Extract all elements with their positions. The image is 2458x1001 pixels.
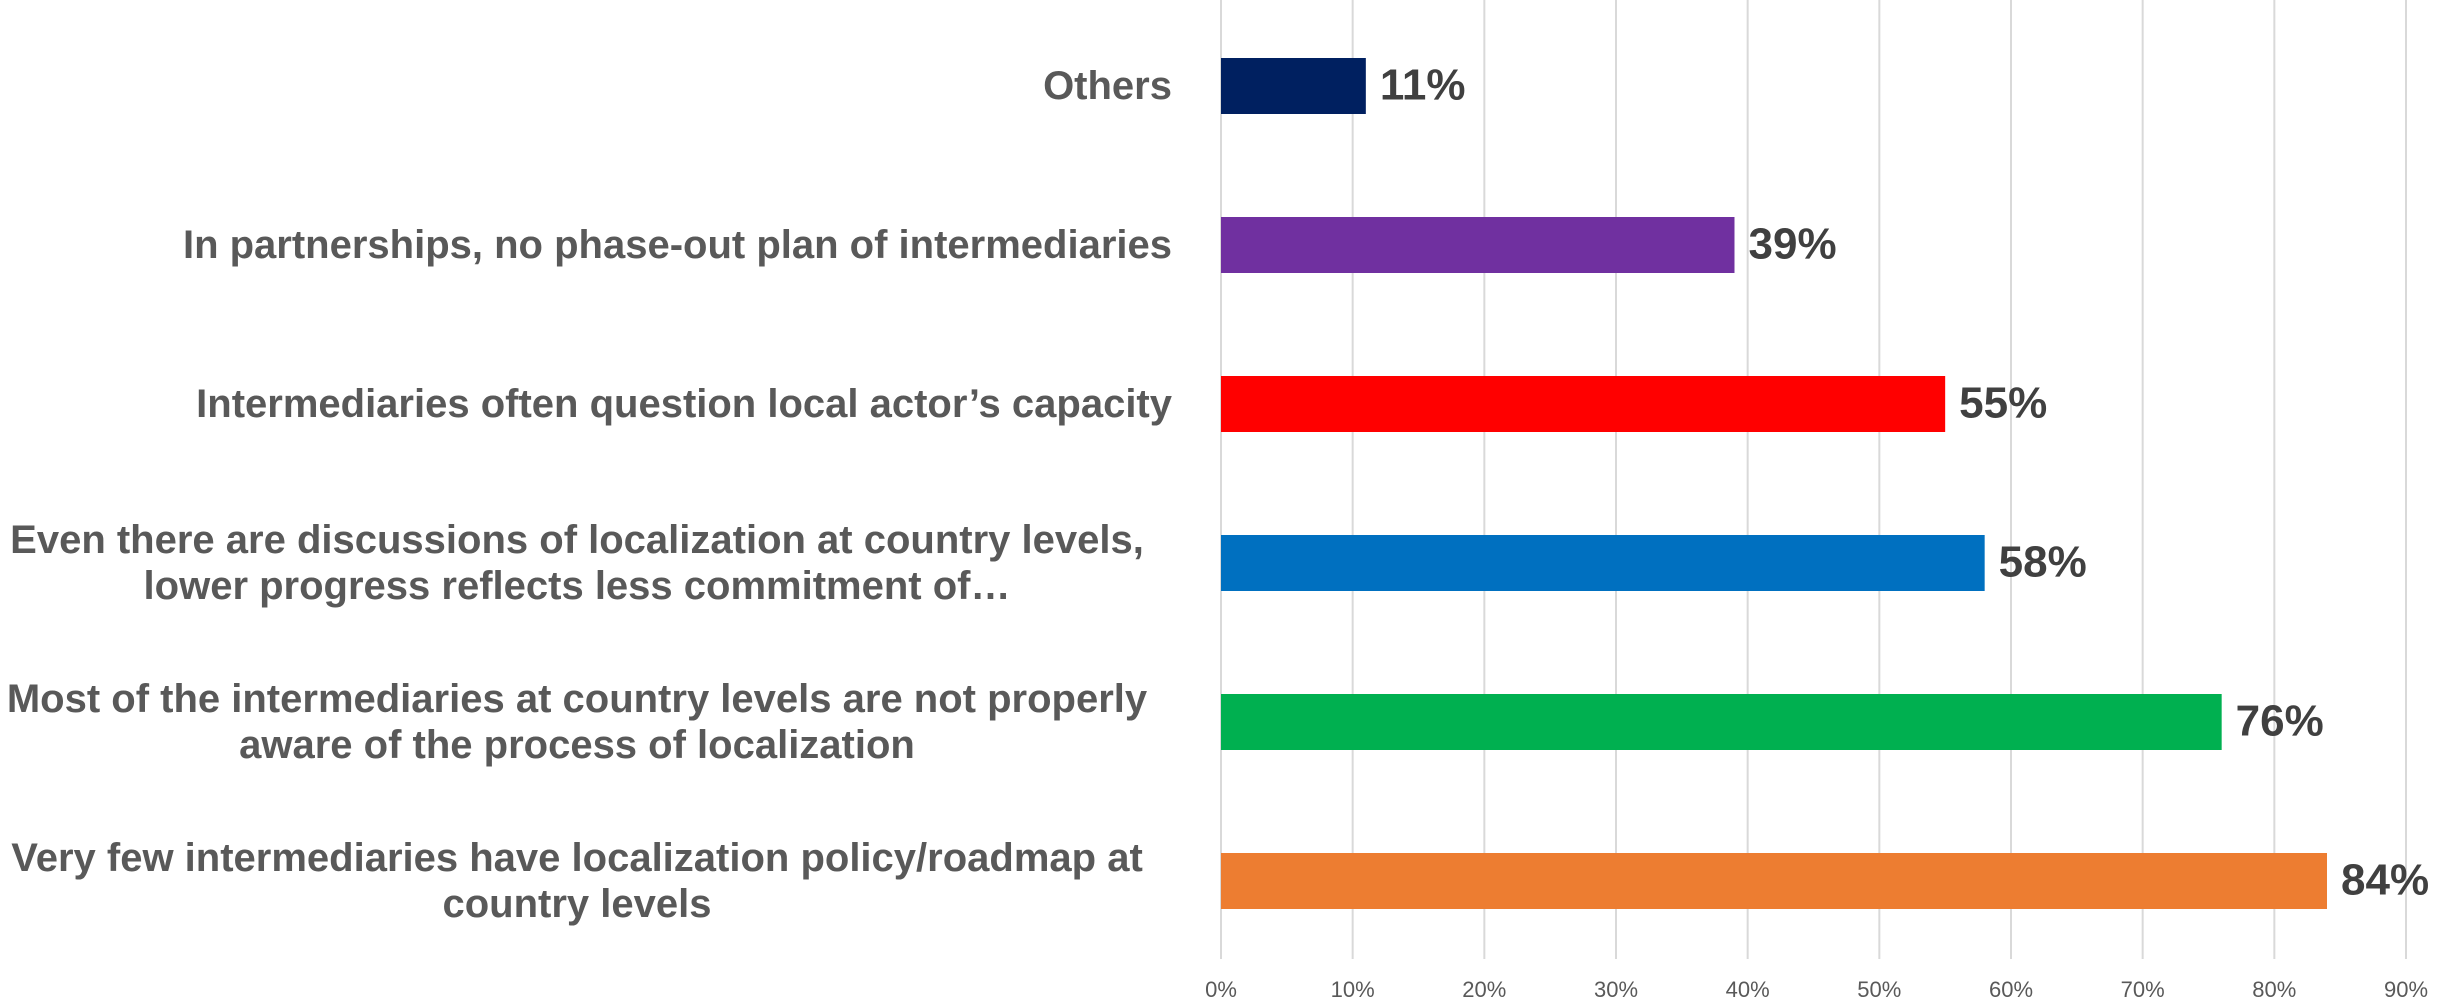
bar: [1221, 58, 1366, 114]
category-label-box: Others: [0, 63, 1172, 109]
bar: [1221, 217, 1735, 273]
bar: [1221, 694, 2222, 750]
x-tick-label: 10%: [1331, 977, 1375, 1001]
x-tick-label: 60%: [1989, 977, 2033, 1001]
y-tick-label: Very few intermediaries have localizatio…: [11, 836, 1143, 926]
bar: [1221, 535, 1985, 591]
category-label-box: Even there are discussions of localizati…: [0, 517, 1172, 609]
bar: [1221, 853, 2327, 909]
x-tick-label: 70%: [2121, 977, 2165, 1001]
value-label: 39%: [1749, 220, 1837, 269]
x-tick-label: 20%: [1462, 977, 1506, 1001]
x-tick-label: 90%: [2384, 977, 2428, 1001]
y-tick-label: Intermediaries often question local acto…: [196, 382, 1172, 426]
category-label-box: In partnerships, no phase-out plan of in…: [0, 222, 1172, 268]
x-tick-label: 50%: [1857, 977, 1901, 1001]
value-label: 76%: [2236, 697, 2324, 746]
category-label-box: Intermediaries often question local acto…: [0, 381, 1172, 427]
value-label: 84%: [2341, 856, 2429, 905]
value-label: 11%: [1380, 61, 1466, 110]
bar: [1221, 376, 1946, 432]
y-tick-label: Others: [1043, 64, 1172, 108]
category-label-box: Very few intermediaries have localizatio…: [0, 835, 1172, 927]
x-tick-label: 40%: [1726, 977, 1770, 1001]
x-tick-label: 0%: [1205, 977, 1237, 1001]
category-label-box: Most of the intermediaries at country le…: [0, 676, 1172, 768]
x-tick-label: 30%: [1594, 977, 1638, 1001]
x-tick-label: 80%: [2252, 977, 2296, 1001]
y-tick-label: Even there are discussions of localizati…: [10, 518, 1144, 608]
y-tick-label: Most of the intermediaries at country le…: [6, 677, 1148, 767]
value-label: 58%: [1999, 538, 2087, 587]
y-tick-label: In partnerships, no phase-out plan of in…: [182, 223, 1172, 267]
value-label: 55%: [1959, 379, 2047, 428]
